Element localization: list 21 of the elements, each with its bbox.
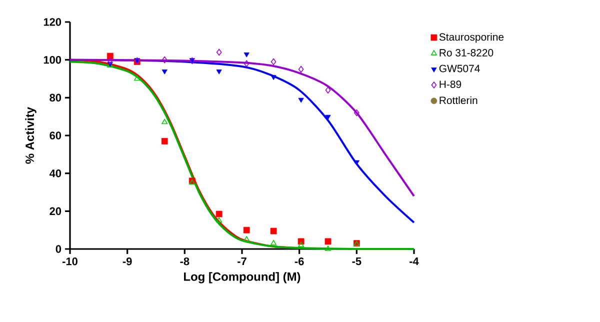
legend-label: Staurosporine bbox=[439, 32, 504, 43]
legend-label: H-89 bbox=[440, 80, 462, 88]
x-tick-label: -4 bbox=[410, 258, 419, 266]
y-tick-label: 100 bbox=[44, 56, 62, 64]
x-tick-label: -5 bbox=[352, 258, 362, 266]
legend-label: Rottlerin bbox=[440, 96, 478, 104]
y-tick-label: 40 bbox=[49, 169, 62, 178]
x-tick-label: -8 bbox=[180, 258, 190, 266]
x-tick-label: -10 bbox=[62, 258, 78, 266]
y-axis-title: % Activity bbox=[25, 107, 36, 164]
y-tick-label: 20 bbox=[50, 207, 62, 216]
y-tick-label: 60 bbox=[50, 132, 62, 140]
x-axis-title: Log [Compound] (M) bbox=[184, 272, 300, 284]
x-tick-label: -6 bbox=[294, 258, 304, 266]
x-tick-label: -9 bbox=[122, 258, 132, 266]
legend-label: Ro 31-8220 bbox=[440, 49, 494, 56]
x-tick-label: -7 bbox=[238, 258, 246, 266]
y-tick-label: 80 bbox=[50, 94, 62, 102]
legend-label: GW5074 bbox=[439, 64, 480, 72]
y-tick-label: 120 bbox=[44, 18, 62, 26]
y-tick-label: 0 bbox=[56, 245, 62, 253]
